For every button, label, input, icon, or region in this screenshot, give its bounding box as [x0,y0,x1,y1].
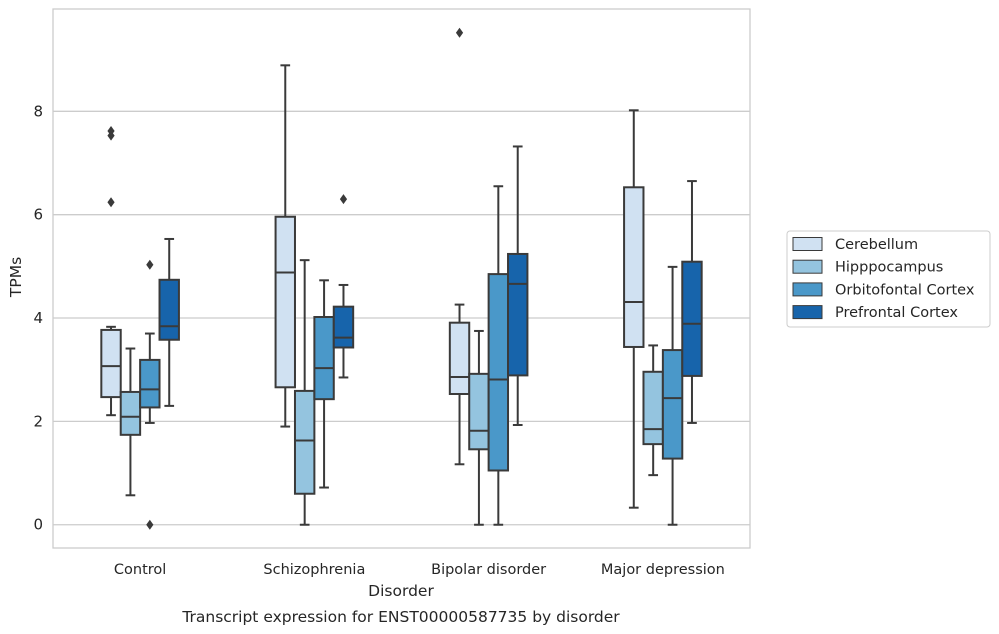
box-iqr [158,278,180,341]
box-plot-series [100,27,703,530]
x-tick-label: Control [114,562,166,578]
outlier-point [455,27,464,38]
box-iqr [448,321,471,396]
legend-frame [786,230,991,328]
y-tick-label: 4 [33,309,43,327]
x-tick-label: Major depression [601,562,725,578]
y-tick-label: 0 [33,516,43,534]
box-prefrontal-cortex [158,237,180,407]
box-iqr [274,215,296,389]
box-cerebellum [100,125,122,417]
outlier-point [146,519,154,530]
box-iqr [642,370,664,446]
box-iqr [507,252,529,377]
box-hipppocampus [468,329,490,526]
y-tick-label: 2 [33,412,43,430]
box-iqr [293,389,316,495]
box-orbitofontal-cortex [661,265,684,526]
box-cerebellum [623,109,645,509]
plot-area [53,9,750,548]
box-orbitofontal-cortex [313,279,335,489]
legend-swatch [792,305,823,320]
box-iqr [661,349,684,460]
box-prefrontal-cortex [681,180,703,424]
box-prefrontal-cortex [332,194,355,379]
box-iqr [623,186,645,348]
chart-caption: Transcript expression for ENST0000058773… [181,608,620,626]
plot-frame [52,8,751,549]
legend-swatch [792,237,823,251]
box-iqr [468,372,490,451]
legend-label: Hipppocampus [835,260,943,276]
x-tick-labels: Control Schizophrenia Bipolar disorder Majo… [114,562,725,578]
box-iqr [332,305,355,349]
y-axis-label: TPMs [7,257,25,298]
outlier-point [339,194,348,205]
box-orbitofontal-cortex [139,259,161,530]
outlier-point [146,259,154,270]
box-orbitofontal-cortex [487,185,510,526]
x-tick-label: Schizophrenia [263,562,365,578]
box-hipppocampus [119,347,142,497]
y-tick-labels: 0 2 4 6 8 [33,102,43,533]
box-iqr [313,316,335,401]
legend: Cerebellum Hipppocampus Orbitofontal Corte… [786,230,991,328]
legend-label: Cerebellum [835,237,918,253]
box-iqr [487,273,510,472]
legend-label: Prefrontal Cortex [835,305,958,321]
box-iqr [100,328,122,399]
box-prefrontal-cortex [507,145,529,427]
x-axis-label: Disorder [368,582,434,600]
outlier-point [107,130,115,141]
outlier-point [107,197,115,208]
legend-label: Orbitofontal Cortex [835,282,975,298]
box-iqr [119,390,142,436]
box-iqr [139,358,161,409]
y-tick-label: 6 [33,206,43,224]
box-hipppocampus [293,259,316,526]
box-iqr [681,260,703,377]
box-cerebellum [274,64,296,428]
x-tick-label: Bipolar disorder [431,562,546,578]
legend-swatch [792,259,823,274]
box-cerebellum [448,27,471,466]
legend-swatch [792,282,823,297]
y-tick-label: 8 [33,102,43,120]
